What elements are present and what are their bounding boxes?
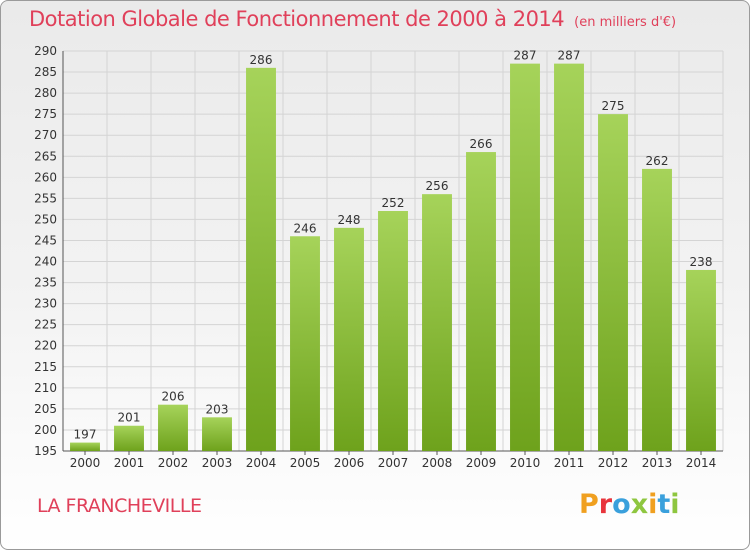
x-tick-label: 2005 [290,456,321,470]
y-tick-label: 290 [34,44,57,58]
x-tick-label: 2009 [466,456,497,470]
logo-letter: x [630,489,649,520]
bar-value-label: 203 [206,402,229,416]
bar-value-label: 206 [162,390,185,404]
bar [246,67,276,451]
y-tick-label: 260 [34,170,57,184]
bar [466,152,496,452]
x-tick-label: 2001 [114,456,145,470]
bar-value-label: 197 [74,428,97,442]
logo-letter: r [598,489,613,520]
logo-letter: i [648,489,658,520]
x-tick-label: 2008 [422,456,453,470]
bar-value-label: 286 [250,53,273,67]
bar [378,211,408,451]
bar-value-label: 287 [514,49,537,63]
axes: 195 200 205 210 215 220 225 230 235 240 245 250 255 2… [34,44,723,470]
bar-value-label: 287 [558,49,581,63]
x-tick-label: 2007 [378,456,409,470]
logo-letter: i [670,489,680,520]
y-tick-label: 250 [34,212,57,226]
y-tick-label: 285 [34,65,57,79]
bar-value-label: 262 [646,154,669,168]
commune-name: LA FRANCHEVILLE [37,495,202,517]
bar-value-label: 252 [382,196,405,210]
bar [70,442,100,451]
y-tick-label: 225 [34,318,57,332]
bar [554,63,584,451]
y-tick-label: 240 [34,255,57,269]
logo-letter: t [657,489,671,520]
bar [114,425,144,451]
x-tick-label: 2004 [246,456,277,470]
y-tick-label: 220 [34,339,57,353]
y-tick-label: 210 [34,381,57,395]
y-tick-label: 200 [34,423,57,437]
bar [202,417,232,451]
bar-value-label: 256 [426,179,449,193]
y-tick-label: 255 [34,191,57,205]
logo-letter: o [612,489,631,520]
x-tick-label: 2000 [70,456,101,470]
y-tick-label: 195 [34,444,57,458]
x-tick-label: 2002 [158,456,189,470]
x-tick-label: 2014 [686,456,717,470]
bar-value-label: 266 [470,137,493,151]
bar-value-label: 275 [602,99,625,113]
bar [334,227,364,451]
bar [598,114,628,451]
bar [158,404,188,451]
bar-value-label: 248 [338,213,361,227]
chart-title-text: Dotation Globale de Fonctionnement de 20… [29,7,565,31]
x-tick-label: 2003 [202,456,233,470]
y-tick-label: 205 [34,402,57,416]
bar-value-label: 201 [118,411,141,425]
chart-title: Dotation Globale de Fonctionnement de 20… [29,7,676,31]
bar [642,168,672,452]
bar-value-label: 238 [690,255,713,269]
logo-letter: P [579,489,599,520]
bar [422,194,452,451]
y-tick-label: 245 [34,233,57,247]
y-tick-label: 265 [34,149,57,163]
bar-value-label: 246 [294,221,317,235]
bar [686,269,716,451]
y-tick-label: 280 [34,86,57,100]
y-tick-label: 215 [34,360,57,374]
y-tick-label: 230 [34,297,57,311]
chart-unit: (en milliers d'€) [574,15,677,30]
y-tick-label: 275 [34,107,57,121]
x-tick-label: 2012 [598,456,629,470]
data-labels: 197 201 206 203 286 246 248 252 256 266 287 287 275 2… [74,49,713,442]
proxiti-logo: Proxiti [579,489,680,520]
x-tick-label: 2006 [334,456,365,470]
bar [290,236,320,451]
x-tick-label: 2011 [554,456,585,470]
x-tick-label: 2013 [642,456,673,470]
x-tick-label: 2010 [510,456,541,470]
y-tick-label: 235 [34,276,57,290]
bar [510,63,540,451]
bars [70,63,716,452]
y-tick-label: 270 [34,128,57,142]
